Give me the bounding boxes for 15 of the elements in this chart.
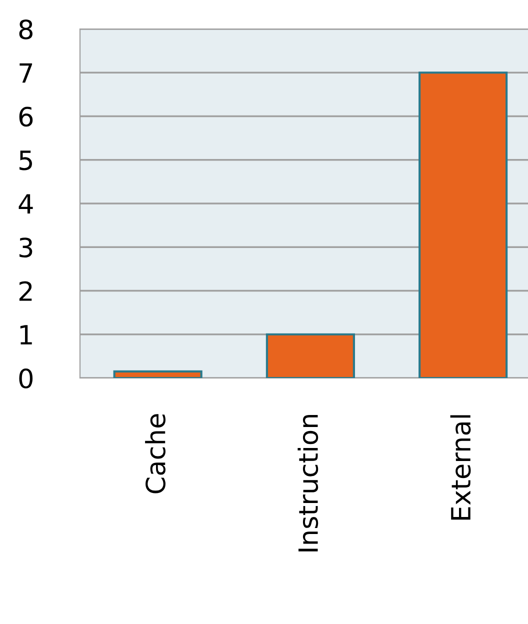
y-tick-label: 0 <box>19 368 33 388</box>
y-tick-label: 6 <box>19 106 33 127</box>
x-tick-label: Cache <box>145 414 166 494</box>
y-tick-label: 5 <box>20 150 32 170</box>
y-tick-label: 2 <box>19 281 32 301</box>
y-tick-label: 4 <box>18 194 33 214</box>
y-tick-label: 7 <box>20 63 32 83</box>
bar <box>266 333 355 378</box>
y-tick-label: 1 <box>20 325 32 344</box>
y-tick-label: 3 <box>20 238 32 258</box>
bar <box>418 72 508 378</box>
y-tick-label: 8 <box>19 19 32 40</box>
x-tick-label: Instruction <box>298 414 318 552</box>
x-tick-label: External <box>450 415 471 520</box>
bar <box>113 370 202 378</box>
